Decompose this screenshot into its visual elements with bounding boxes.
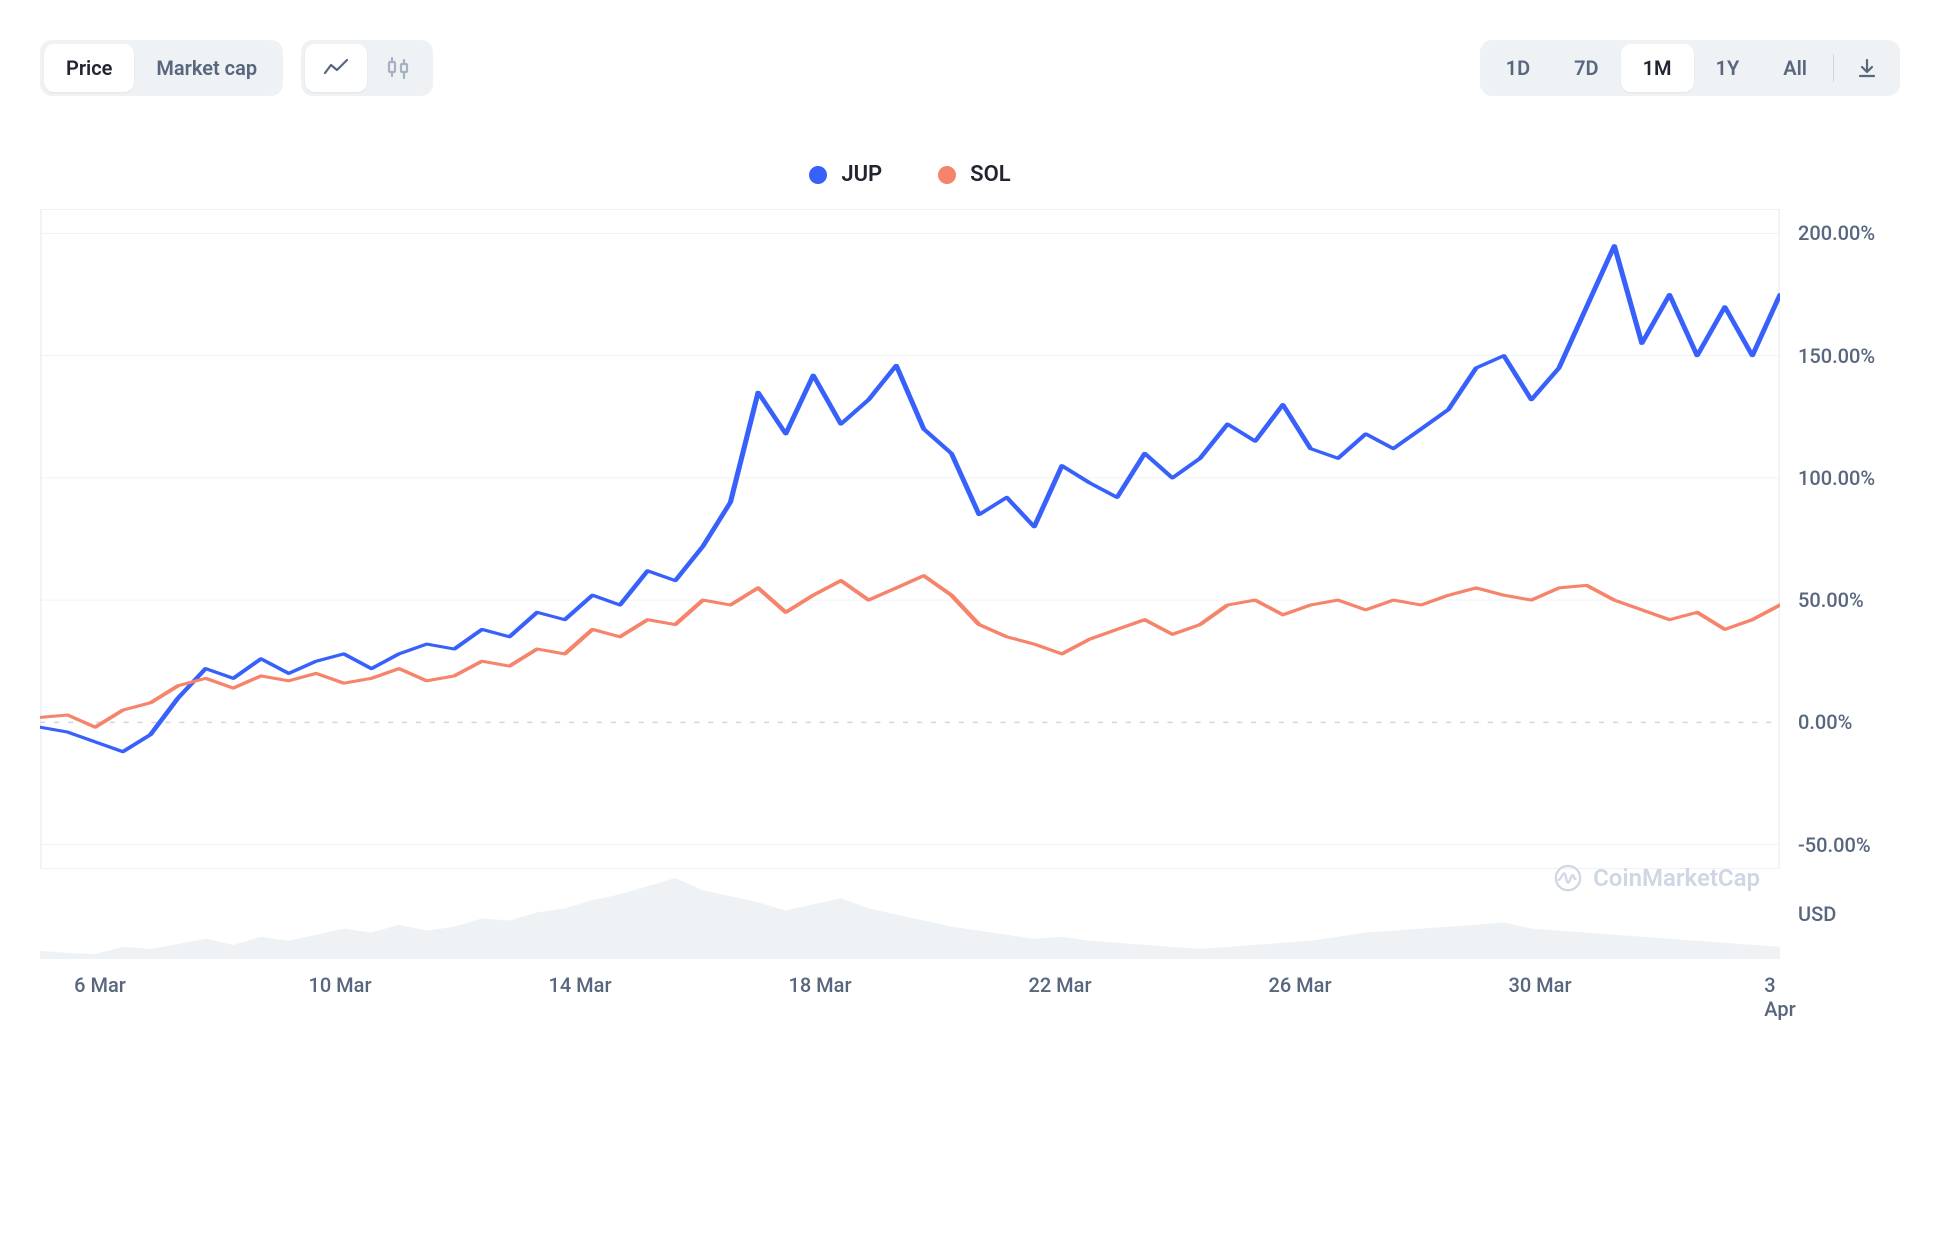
- legend-label: SOL: [970, 162, 1011, 187]
- chart-type-candlestick[interactable]: [367, 44, 429, 92]
- range-1y[interactable]: 1Y: [1694, 44, 1762, 92]
- chart-toolbar: Price Market cap 1D7D1M1YAll: [40, 40, 1900, 96]
- legend-dot-icon: [809, 166, 827, 184]
- line-chart-icon: [323, 57, 349, 79]
- x-tick-label: 26 Mar: [1268, 973, 1331, 997]
- chart-svg: [40, 209, 1780, 959]
- legend-item-sol[interactable]: SOL: [938, 162, 1011, 187]
- chart-container: JUP SOL 6 Mar 10 Mar 14 Mar 18 Mar 22 Mar 26 M…: [40, 144, 1900, 1003]
- range-group: 1D7D1M1YAll: [1480, 40, 1900, 96]
- y-tick-label: 200.00%: [1798, 221, 1875, 245]
- range-1d[interactable]: 1D: [1484, 44, 1552, 92]
- y-unit-label: USD: [1798, 902, 1836, 926]
- toolbar-right: 1D7D1M1YAll: [1480, 40, 1900, 96]
- chart-type-line[interactable]: [305, 44, 367, 92]
- candlestick-icon: [385, 56, 411, 80]
- download-icon: [1856, 57, 1878, 79]
- toolbar-divider: [1833, 54, 1834, 82]
- tab-market-cap[interactable]: Market cap: [134, 44, 279, 92]
- chart-area: JUP SOL 6 Mar 10 Mar 14 Mar 18 Mar 22 Mar 26 M…: [40, 144, 1900, 1003]
- legend-dot-icon: [938, 166, 956, 184]
- y-tick-label: 150.00%: [1798, 344, 1875, 368]
- x-tick-label: 14 Mar: [548, 973, 611, 997]
- range-1m[interactable]: 1M: [1621, 44, 1694, 92]
- x-tick-label: 6 Mar: [74, 973, 126, 997]
- watermark-text: CoinMarketCap: [1593, 864, 1760, 892]
- range-all[interactable]: All: [1761, 44, 1829, 92]
- y-axis: -50.00% 0.00% 50.00% 100.00% 150.00% 200.00% U…: [1780, 144, 1900, 1003]
- tab-price[interactable]: Price: [44, 44, 134, 92]
- y-tick-label: 100.00%: [1798, 466, 1875, 490]
- chart-type-group: [301, 40, 433, 96]
- plot-box: JUP SOL 6 Mar 10 Mar 14 Mar 18 Mar 22 Mar 26 M…: [40, 144, 1780, 1003]
- toolbar-left: Price Market cap: [40, 40, 433, 96]
- chart-legend: JUP SOL: [40, 144, 1780, 209]
- legend-label: JUP: [841, 162, 882, 187]
- y-tick-label: 50.00%: [1798, 588, 1864, 612]
- y-tick-label: 0.00%: [1798, 710, 1852, 734]
- download-button[interactable]: [1838, 44, 1896, 92]
- y-tick-label: -50.00%: [1798, 833, 1871, 857]
- x-tick-label: 30 Mar: [1508, 973, 1571, 997]
- metric-toggle-group: Price Market cap: [40, 40, 283, 96]
- x-tick-label: 10 Mar: [308, 973, 371, 997]
- x-axis: 6 Mar 10 Mar 14 Mar 18 Mar 22 Mar 26 Mar 30 Ma…: [40, 973, 1780, 1003]
- legend-item-jup[interactable]: JUP: [809, 162, 882, 187]
- coinmarketcap-icon: [1553, 863, 1583, 893]
- x-tick-label: 18 Mar: [788, 973, 851, 997]
- x-tick-label: 22 Mar: [1028, 973, 1091, 997]
- range-7d[interactable]: 7D: [1552, 44, 1620, 92]
- watermark: CoinMarketCap: [1553, 863, 1760, 893]
